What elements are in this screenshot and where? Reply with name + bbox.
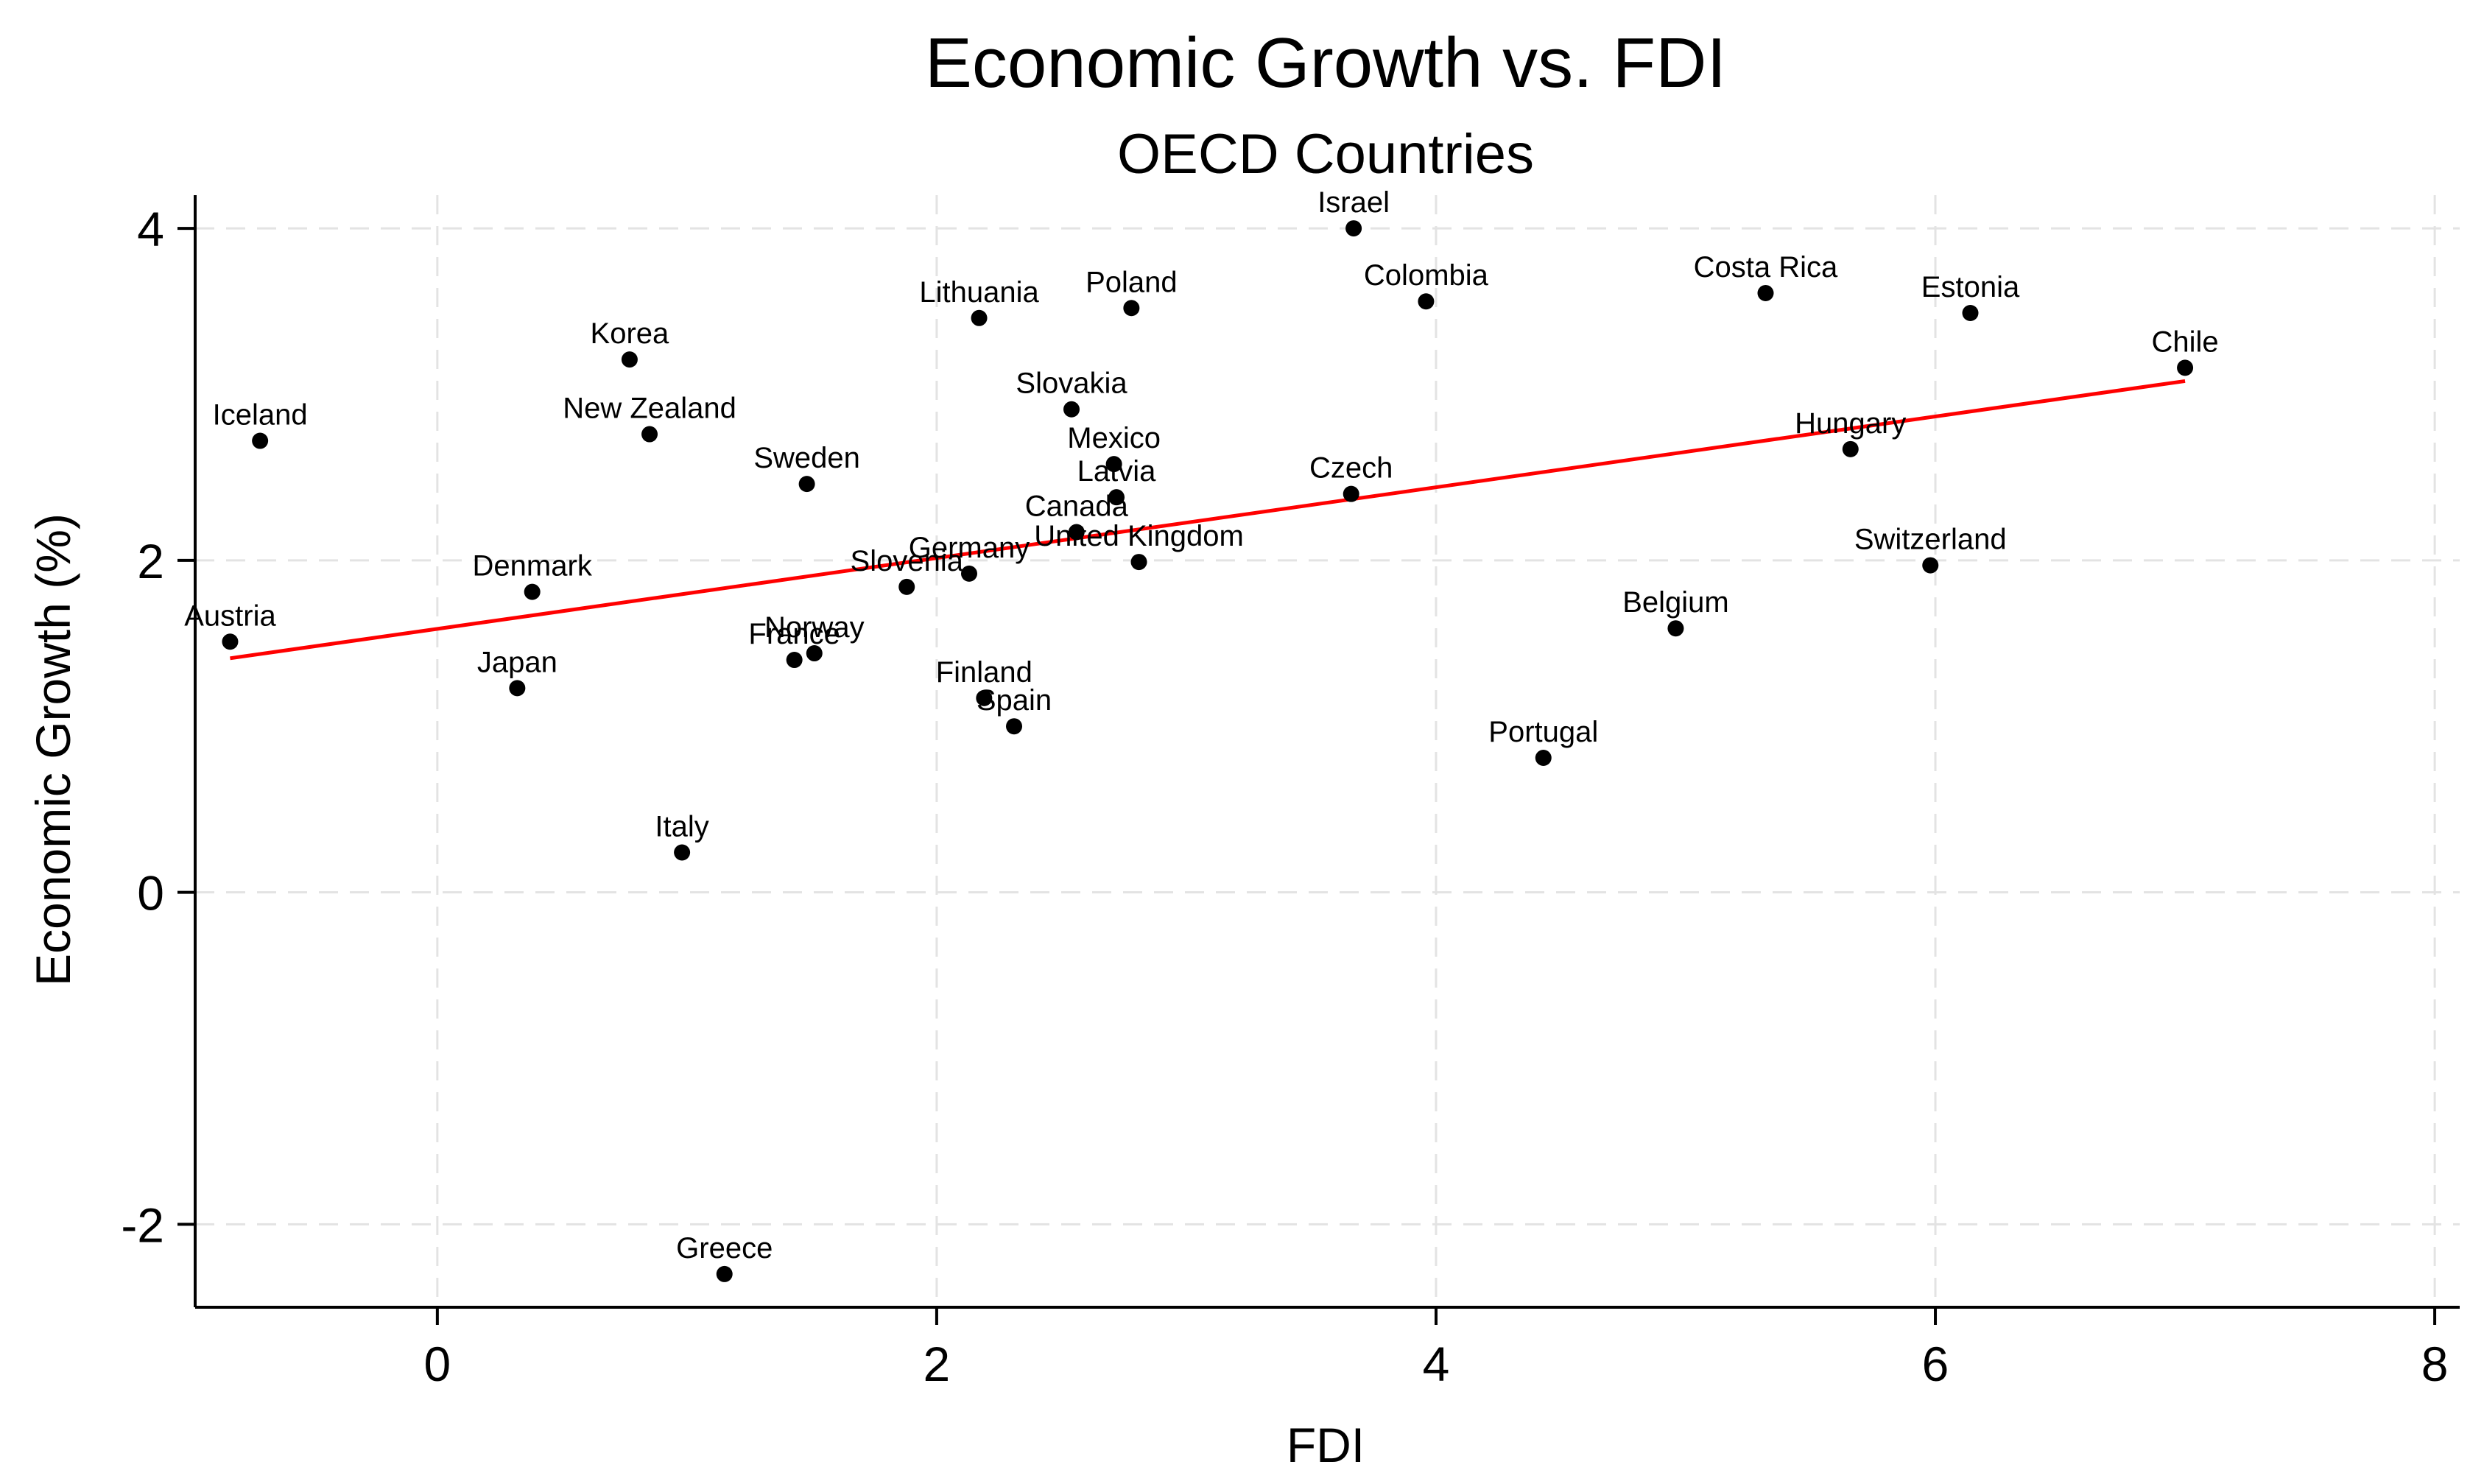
y-tick-label: 0 xyxy=(137,866,164,921)
x-tick-label: 0 xyxy=(423,1337,451,1391)
data-point xyxy=(1962,305,1979,322)
data-point xyxy=(222,633,239,650)
data-point-label: Iceland xyxy=(213,399,308,432)
data-point xyxy=(1006,718,1023,735)
data-point-label: New Zealand xyxy=(563,393,736,425)
data-point xyxy=(1105,456,1122,473)
x-axis-title: FDI xyxy=(1287,1418,1365,1472)
data-point-label: Portugal xyxy=(1488,716,1598,748)
axis-ticks: 0 2 4 6 8 -2 0 2 4 xyxy=(121,202,2448,1391)
data-point-label: Korea xyxy=(591,317,669,350)
data-point-label: United Kingdom xyxy=(1034,520,1244,552)
x-tick-label: 4 xyxy=(1423,1337,1450,1391)
data-point-label: Norway xyxy=(764,611,865,644)
data-point-label: France xyxy=(748,618,840,650)
data-point-label: Germany xyxy=(909,532,1030,564)
y-tick-label: 2 xyxy=(137,534,164,588)
x-tick-label: 6 xyxy=(1922,1337,1949,1391)
data-point xyxy=(798,476,815,493)
data-point xyxy=(971,309,988,326)
data-point xyxy=(2177,359,2194,376)
data-point-label: Austria xyxy=(184,599,276,632)
data-point xyxy=(1108,489,1125,506)
chart-subtitle: OECD Countries xyxy=(1117,123,1534,186)
data-point-label: Estonia xyxy=(1921,271,2020,303)
grid xyxy=(195,195,2460,1307)
data-point-label: Hungary xyxy=(1795,407,1906,440)
data-point-label: Colombia xyxy=(1364,259,1489,292)
data-point-label: Israel xyxy=(1317,186,1390,219)
data-point xyxy=(1130,554,1147,571)
data-point-label: Canada xyxy=(1025,490,1129,523)
data-point-label: Mexico xyxy=(1067,422,1161,454)
data-point xyxy=(1343,485,1359,502)
data-point xyxy=(1922,557,1939,574)
data-point-label: Slovakia xyxy=(1016,368,1127,400)
data-point-label: Slovenia xyxy=(851,545,964,577)
data-point-label: Denmark xyxy=(473,550,593,583)
data-point xyxy=(1418,293,1435,310)
data-point-label: Latvia xyxy=(1077,455,1156,488)
data-point xyxy=(1842,440,1859,457)
data-point xyxy=(1535,750,1552,767)
y-axis-title: Economic Growth (%) xyxy=(26,513,80,986)
data-point xyxy=(1068,524,1085,541)
data-point xyxy=(524,583,541,600)
data-point-label: Czech xyxy=(1309,452,1393,485)
data-point xyxy=(1345,220,1362,237)
data-point-label: Finland xyxy=(936,656,1032,689)
chart-title: Economic Growth vs. FDI xyxy=(925,24,1726,102)
data-point xyxy=(621,351,638,368)
y-tick-label: -2 xyxy=(121,1198,164,1252)
data-point xyxy=(509,680,526,697)
data-point-label: Sweden xyxy=(753,442,860,474)
data-point xyxy=(1667,620,1684,637)
data-point-label: Switzerland xyxy=(1854,524,2007,556)
data-point xyxy=(806,645,823,662)
data-point xyxy=(716,1265,733,1282)
data-point-label: Japan xyxy=(477,646,557,678)
data-point xyxy=(976,689,993,706)
data-point xyxy=(1123,300,1140,317)
data-point-label: Belgium xyxy=(1622,586,1729,619)
data-points: Israel Lithuania Poland Colombia Costa Rica E… xyxy=(184,186,2219,1282)
data-point xyxy=(1063,401,1080,418)
y-tick-label: 4 xyxy=(137,202,164,256)
data-point xyxy=(960,565,977,582)
x-tick-label: 8 xyxy=(2421,1337,2449,1391)
data-point-label: Spain xyxy=(977,684,1052,717)
data-point-label: Poland xyxy=(1086,266,1178,298)
data-point-label: Italy xyxy=(655,810,708,843)
data-point-label: Chile xyxy=(2151,326,2218,358)
data-point xyxy=(674,844,691,861)
data-point xyxy=(1757,284,1774,301)
x-tick-label: 2 xyxy=(923,1337,951,1391)
data-point-label: Costa Rica xyxy=(1694,251,1838,284)
data-point xyxy=(641,426,658,443)
data-point-label: Greece xyxy=(676,1232,773,1265)
data-point-label: Lithuania xyxy=(919,276,1039,309)
data-point xyxy=(786,652,803,669)
fit-line xyxy=(230,379,2186,661)
data-point xyxy=(252,432,269,449)
data-point xyxy=(898,578,915,595)
